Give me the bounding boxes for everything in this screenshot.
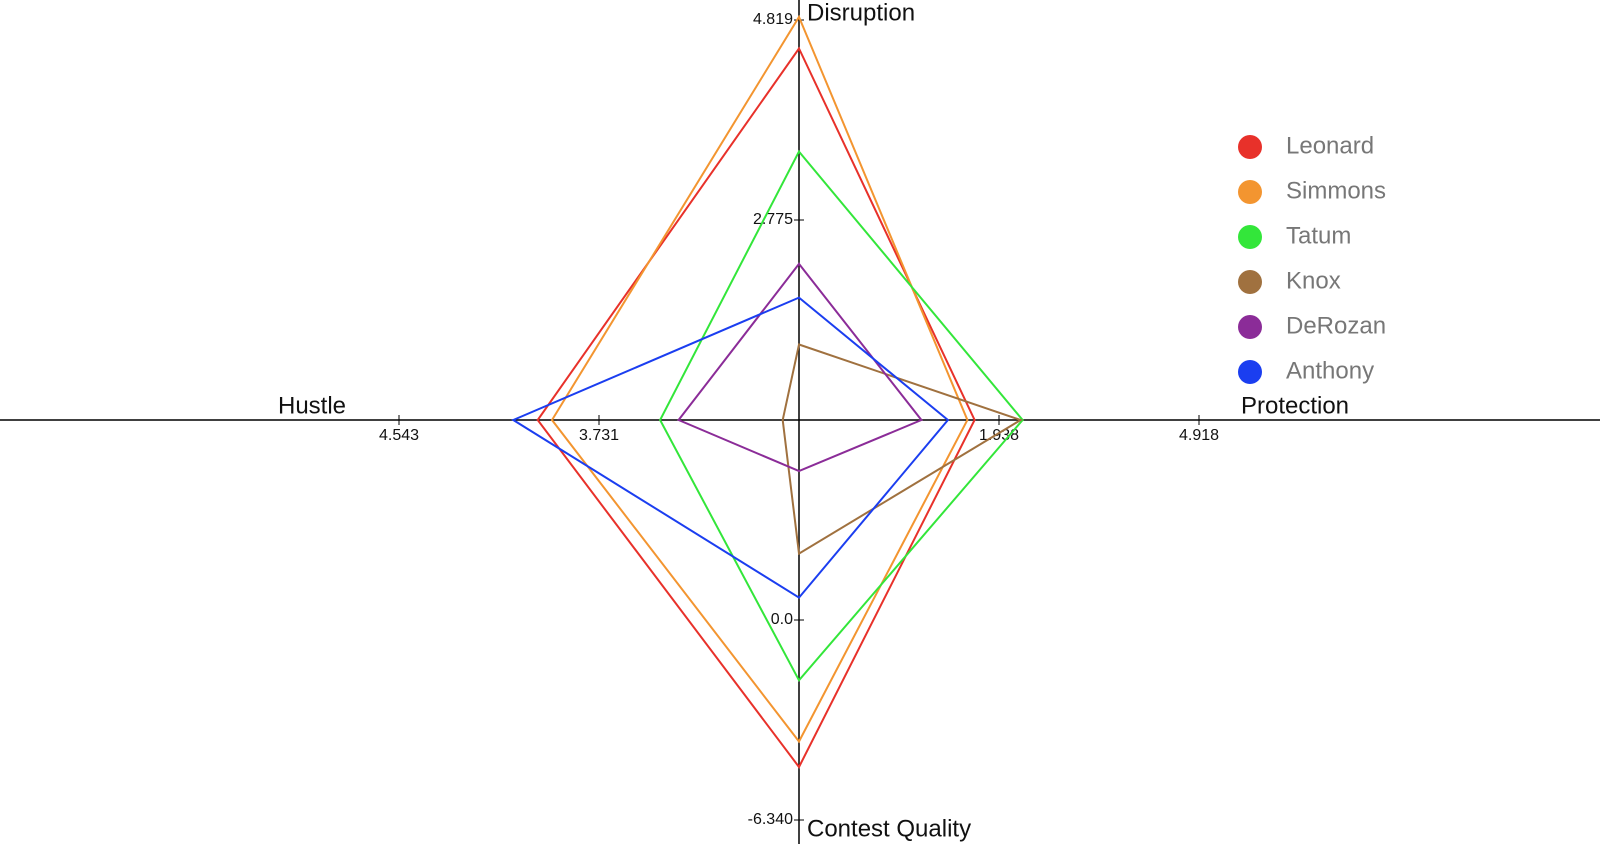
- legend-label: Simmons: [1286, 177, 1386, 204]
- legend-label: DeRozan: [1286, 312, 1386, 339]
- tick-label: -6.340: [748, 811, 793, 828]
- series-polygon: [677, 262, 923, 473]
- series-polygon: [550, 14, 969, 744]
- legend-marker: [1238, 360, 1262, 384]
- axis-name: Disruption: [807, 0, 915, 26]
- axis-name: Hustle: [278, 392, 346, 419]
- legend-marker: [1238, 135, 1262, 159]
- tick-label: 3.731: [579, 427, 619, 444]
- axis-name: Contest Quality: [807, 815, 971, 842]
- series-polygon: [781, 343, 1023, 556]
- series-polygon: [658, 149, 1024, 683]
- series-polygon: [511, 296, 950, 599]
- tick-label: 4.819: [753, 11, 793, 28]
- legend-label: Knox: [1286, 267, 1341, 294]
- legend-label: Anthony: [1286, 357, 1374, 384]
- tick-label: 2.775: [753, 211, 793, 228]
- series-polygon: [536, 46, 976, 769]
- axis-name: Protection: [1241, 392, 1349, 419]
- tick-label: 4.918: [1179, 427, 1219, 444]
- tick-label: 4.543: [379, 427, 419, 444]
- legend-marker: [1238, 180, 1262, 204]
- legend-label: Tatum: [1286, 222, 1351, 249]
- tick-label: 0.0: [771, 611, 793, 628]
- legend-marker: [1238, 225, 1262, 249]
- legend-marker: [1238, 315, 1262, 339]
- legend-marker: [1238, 270, 1262, 294]
- legend-label: Leonard: [1286, 132, 1374, 159]
